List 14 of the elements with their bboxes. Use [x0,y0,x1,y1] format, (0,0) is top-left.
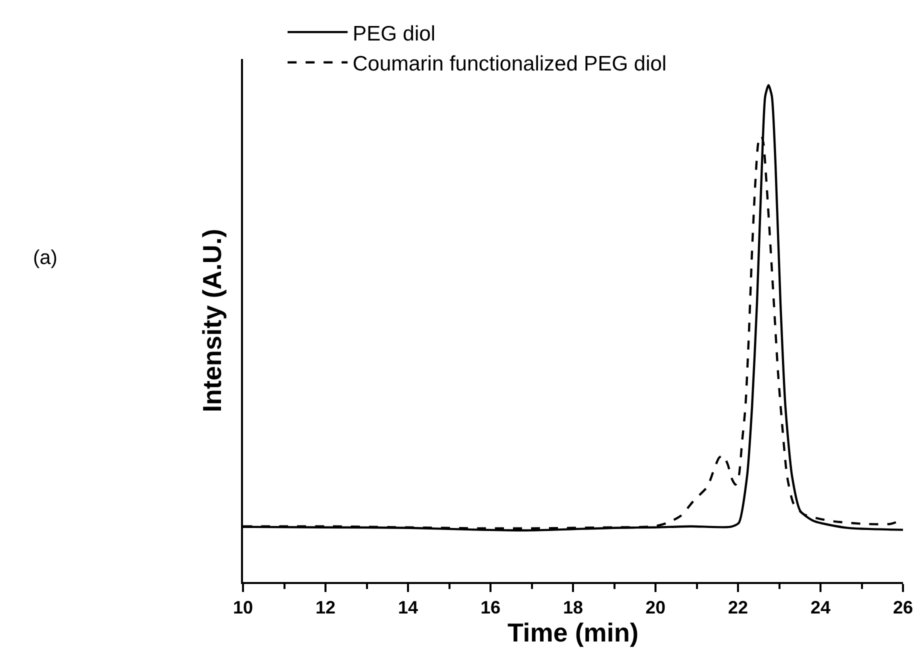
x-tick-label: 24 [810,597,831,618]
legend-label: Coumarin functionalized PEG diol [352,52,667,76]
text: (a) [33,247,58,269]
y-axis-title: Intensity (A.U.) [197,228,228,412]
x-tick-label: 26 [892,597,914,618]
x-tick-label: 20 [645,597,666,618]
x-axis-title: Time (min) [508,617,638,648]
x-tick-label: 16 [480,597,501,618]
x-tick-label: 12 [315,597,336,618]
x-tick-label: 18 [562,597,584,618]
x-tick-label: 22 [728,597,748,618]
legend-label: PEG diol [352,22,436,46]
x-tick-label: 10 [232,597,254,618]
x-tick-label: 14 [398,597,418,618]
